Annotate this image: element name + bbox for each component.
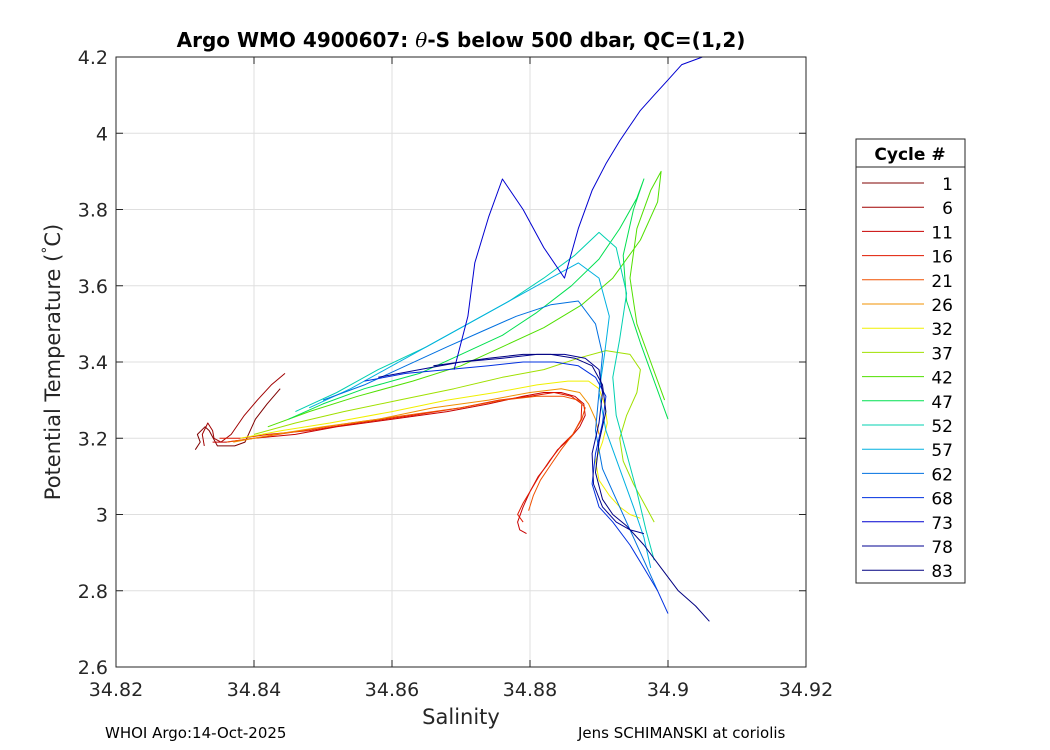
legend-label-cycle-83: 83 xyxy=(931,562,953,582)
legend-box xyxy=(855,138,966,584)
axis-ticks: 34.82 34.84 34.86 34.88 34.9 34.92 2.6 2.8 3 3.2 3… xyxy=(78,47,833,701)
series-line-cycle-1 xyxy=(194,388,281,450)
chart-title: Argo WMO 4900607: θ-S below 500 dbar, QC… xyxy=(177,28,746,52)
legend-label-cycle-1: 1 xyxy=(942,175,953,195)
y-axis-label-part-3: C) xyxy=(41,224,65,247)
x-tick-label: 34.84 xyxy=(227,679,281,701)
legend-label-cycle-32: 32 xyxy=(931,320,953,340)
x-tick-label: 34.82 xyxy=(89,679,143,701)
legend-label-cycle-47: 47 xyxy=(931,393,953,413)
y-axis-label-degree: ° xyxy=(40,247,56,254)
chart-title-theta: θ xyxy=(415,28,427,52)
plot-area: 34.82 34.84 34.86 34.88 34.9 34.92 2.6 2.8 3 3.2 3… xyxy=(78,47,833,701)
legend-label-cycle-73: 73 xyxy=(931,514,953,534)
legend-label-cycle-11: 11 xyxy=(931,223,953,243)
legend-label-cycle-21: 21 xyxy=(931,272,953,292)
legend-label-cycle-57: 57 xyxy=(931,441,953,461)
series-line-cycle-68 xyxy=(364,361,669,614)
legend-label-cycle-68: 68 xyxy=(931,490,953,510)
y-tick-label: 3.2 xyxy=(78,428,108,450)
legend-label-cycle-52: 52 xyxy=(931,417,953,437)
y-tick-label: 4.2 xyxy=(78,47,108,69)
legend-label-cycle-42: 42 xyxy=(931,369,953,389)
legend-label-cycle-6: 6 xyxy=(942,199,953,219)
series-line-cycle-62 xyxy=(322,300,659,592)
footer-source: WHOI Argo:14-Oct-2025 xyxy=(105,724,287,742)
series-line-cycle-26 xyxy=(233,388,600,443)
x-tick-label: 34.86 xyxy=(365,679,419,701)
legend-label-cycle-62: 62 xyxy=(931,465,953,485)
legend-label-cycle-37: 37 xyxy=(931,344,953,364)
footer-credit: Jens SCHIMANSKI at coriolis xyxy=(578,724,786,742)
y-tick-label: 3.4 xyxy=(78,352,108,374)
chart-title-part-1: Argo WMO 4900607: xyxy=(177,28,416,52)
series-line-cycle-16 xyxy=(219,392,583,523)
x-tick-label: 34.92 xyxy=(779,679,833,701)
series-line-cycle-37 xyxy=(253,350,655,523)
y-tick-label: 3 xyxy=(96,505,108,527)
legend-label-cycle-16: 16 xyxy=(931,248,953,268)
y-tick-label: 3.6 xyxy=(78,276,108,298)
series-line-cycle-83 xyxy=(433,353,710,622)
legend-label-cycle-26: 26 xyxy=(931,296,953,316)
x-axis-label: Salinity xyxy=(422,705,500,729)
y-tick-label: 3.8 xyxy=(78,200,108,222)
y-tick-label: 4 xyxy=(96,123,108,145)
series-lines xyxy=(194,56,710,622)
y-tick-label: 2.6 xyxy=(78,657,108,679)
legend-label-cycle-78: 78 xyxy=(931,538,953,558)
series-line-cycle-73 xyxy=(453,56,703,370)
x-tick-label: 34.88 xyxy=(503,679,557,701)
y-tick-label: 2.8 xyxy=(78,581,108,603)
y-axis-label: Potential Temperature (°C) xyxy=(40,224,65,500)
y-axis-label-part-1: Potential Temperature ( xyxy=(41,254,65,501)
x-tick-label: 34.9 xyxy=(647,679,689,701)
series-line-cycle-47 xyxy=(288,178,669,420)
series-line-cycle-57 xyxy=(308,262,652,569)
series-line-cycle-42 xyxy=(267,170,666,428)
chart-title-part-3: -S below 500 dbar, QC=(1,2) xyxy=(427,28,745,52)
legend-title: Cycle # xyxy=(874,145,945,165)
